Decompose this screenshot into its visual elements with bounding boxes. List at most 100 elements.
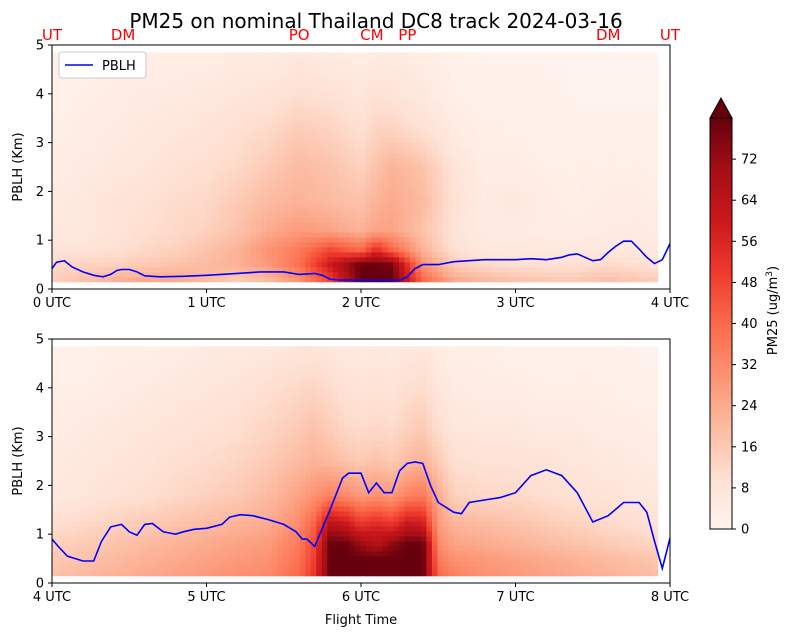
heatmap-cell — [597, 102, 604, 108]
heatmap-cell — [382, 62, 389, 68]
heatmap-cell — [376, 271, 383, 278]
heatmap-cell — [575, 157, 582, 163]
heatmap-cell — [118, 107, 125, 113]
heatmap-cell — [211, 211, 218, 218]
heatmap-cell — [68, 117, 75, 123]
heatmap-cell — [261, 236, 268, 243]
heatmap-cell — [481, 122, 488, 128]
heatmap-cell — [475, 112, 483, 118]
heatmap-cell — [453, 102, 461, 108]
heatmap-cell — [294, 181, 301, 188]
heatmap-cell — [586, 216, 593, 223]
heatmap-cell — [547, 246, 554, 253]
station-label: PO — [289, 26, 310, 44]
heatmap-cell — [437, 127, 444, 133]
heatmap-cell — [217, 261, 224, 268]
heatmap-cell — [68, 87, 75, 93]
heatmap-cell — [376, 77, 383, 83]
heatmap-cell — [602, 211, 609, 218]
heatmap-cell — [272, 251, 279, 258]
heatmap-cell — [96, 167, 103, 173]
heatmap-cell — [288, 251, 295, 258]
heatmap-cell — [442, 276, 450, 283]
heatmap-cell — [409, 191, 416, 198]
heatmap-cell — [569, 186, 576, 193]
heatmap-cell — [597, 216, 604, 223]
heatmap-cell — [497, 162, 505, 168]
heatmap-cell — [151, 52, 158, 58]
heatmap-cell — [404, 137, 411, 143]
heatmap-cell — [96, 147, 103, 153]
heatmap-cell — [591, 82, 598, 88]
heatmap-cell — [294, 77, 301, 83]
heatmap-cell — [641, 221, 648, 228]
heatmap-cell — [437, 57, 444, 63]
heatmap-cell — [453, 236, 461, 243]
heatmap-cell — [481, 132, 488, 138]
heatmap-cell — [635, 211, 642, 218]
heatmap-cell — [184, 157, 191, 163]
heatmap-cell — [514, 62, 521, 68]
heatmap-cell — [162, 102, 169, 108]
heatmap-cell — [608, 231, 615, 238]
heatmap-cell — [338, 206, 345, 213]
heatmap-cell — [349, 167, 356, 173]
heatmap-cell — [525, 241, 532, 248]
heatmap-cell — [420, 266, 427, 273]
heatmap-cell — [575, 62, 582, 68]
heatmap-cell — [184, 196, 191, 203]
heatmap-cell — [283, 77, 290, 83]
heatmap-cell — [349, 162, 356, 168]
heatmap-cell — [239, 132, 246, 138]
heatmap-cell — [140, 196, 147, 203]
heatmap-cell — [481, 107, 488, 113]
heatmap-cell — [608, 261, 615, 268]
heatmap-cell — [508, 137, 516, 143]
heatmap-cell — [123, 112, 130, 118]
heatmap-cell — [123, 226, 130, 233]
heatmap-cell — [338, 251, 345, 258]
heatmap-cell — [90, 261, 97, 268]
heatmap-cell — [151, 276, 158, 283]
heatmap-cell — [591, 191, 598, 198]
heatmap-cell — [426, 246, 433, 253]
heatmap-cell — [486, 142, 494, 148]
heatmap-cell — [343, 251, 350, 258]
heatmap-cell — [283, 196, 290, 203]
heatmap-cell — [437, 251, 444, 258]
heatmap-cell — [195, 122, 202, 128]
heatmap-cell — [536, 171, 543, 178]
heatmap-cell — [288, 216, 295, 223]
heatmap-cell — [514, 276, 521, 283]
heatmap-cell — [90, 87, 97, 93]
heatmap-cell — [448, 171, 455, 178]
heatmap-cell — [68, 122, 75, 128]
heatmap-cell — [508, 117, 516, 123]
heatmap-cell — [239, 176, 246, 183]
heatmap-cell — [415, 57, 422, 63]
heatmap-cell — [503, 211, 510, 218]
heatmap-cell — [228, 107, 235, 113]
heatmap-cell — [57, 167, 64, 173]
heatmap-cell — [569, 256, 576, 263]
heatmap-cell — [497, 132, 505, 138]
heatmap-cell — [107, 216, 114, 223]
heatmap-cell — [354, 171, 361, 178]
heatmap-cell — [288, 196, 295, 203]
heatmap-cell — [156, 142, 163, 148]
heatmap-cell — [74, 221, 81, 228]
heatmap-cell — [299, 261, 306, 268]
heatmap-cell — [85, 246, 92, 253]
heatmap-cell — [189, 87, 196, 93]
heatmap-cell — [514, 176, 521, 183]
heatmap-cell — [112, 92, 119, 98]
heatmap-cell — [542, 162, 549, 168]
heatmap-cell — [420, 176, 427, 183]
heatmap-cell — [283, 152, 290, 158]
heatmap-cell — [288, 206, 295, 213]
heatmap-cell — [79, 276, 86, 283]
heatmap-cell — [492, 107, 499, 113]
heatmap-cell — [233, 67, 240, 73]
heatmap-cell — [453, 97, 461, 103]
heatmap-cell — [85, 82, 92, 88]
